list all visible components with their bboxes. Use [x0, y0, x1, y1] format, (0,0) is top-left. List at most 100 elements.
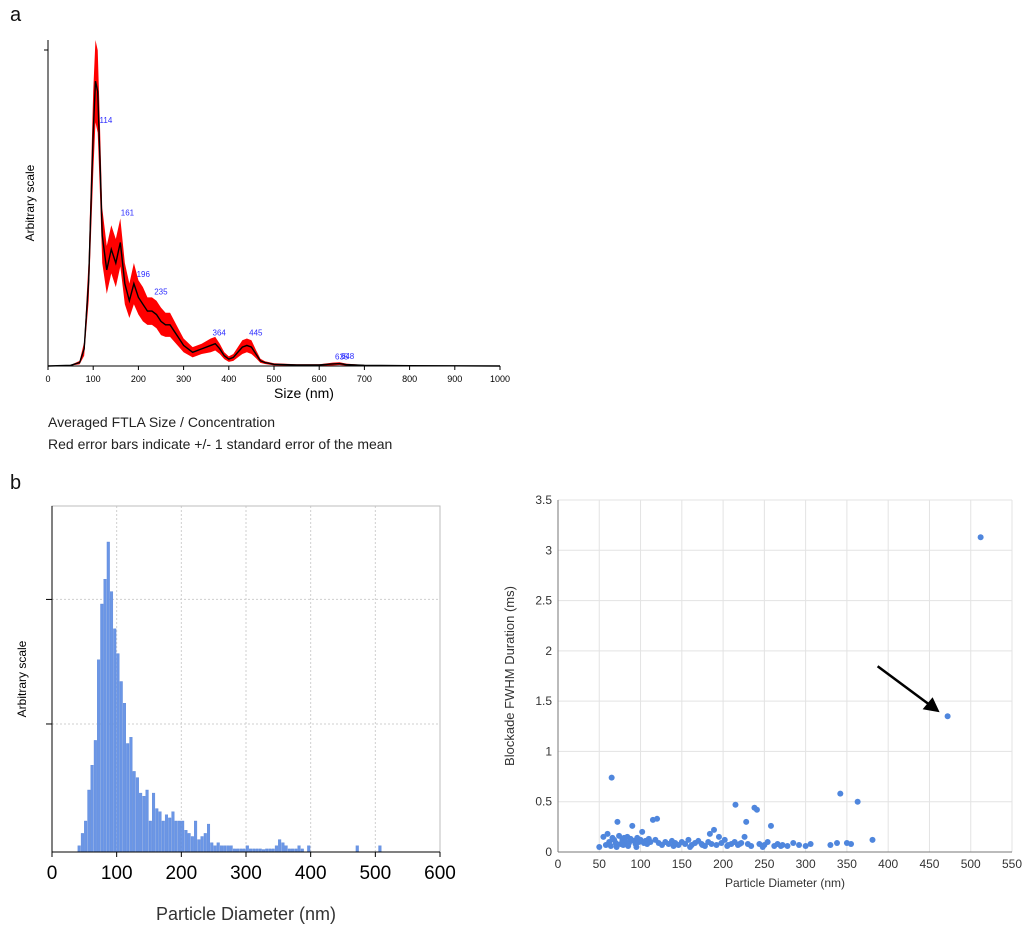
peak-label: 235: [154, 287, 168, 296]
x-tick-label: 600: [424, 863, 456, 884]
scatter-point: [629, 822, 636, 829]
y-axis-label: Arbitrary scale: [15, 640, 29, 717]
scatter-point: [784, 842, 791, 849]
scatter-point: [869, 836, 876, 843]
x-tick-label: 100: [631, 857, 651, 871]
scatter-point: [633, 843, 640, 850]
particle-diameter-histogram-chart: 0 100 200 300 400 500 600 Particle Diameter (nm…: [15, 505, 456, 924]
histogram-bar: [155, 808, 159, 853]
peak-label: 445: [249, 329, 263, 338]
histogram-bar: [168, 817, 172, 853]
x-tick-label: 50: [593, 857, 607, 871]
histogram-bar: [219, 845, 223, 853]
histogram-bar: [278, 839, 282, 853]
peak-label: 364: [213, 329, 227, 338]
x-tick-label: 600: [312, 374, 327, 384]
histogram-bar: [145, 789, 149, 853]
histogram-bar: [206, 823, 211, 853]
histogram-bar: [197, 839, 201, 853]
histogram-bar: [210, 842, 214, 853]
scatter-point: [616, 832, 623, 839]
blockade-duration-scatter-chart: 0 50 100 150 200 250 300 350 400 450 500 550 0 0.5 1 1.…: [502, 493, 1022, 890]
x-tick-label: 0: [47, 863, 58, 884]
scatter-point: [647, 838, 654, 845]
scatter-point: [620, 841, 627, 848]
scatter-point: [736, 840, 743, 847]
scatter-point: [732, 801, 739, 808]
histogram-bar: [132, 771, 136, 853]
scatter-point: [724, 842, 731, 849]
scatter-point: [715, 833, 722, 840]
scatter-point: [602, 841, 609, 848]
x-tick-label: 200: [131, 374, 146, 384]
x-tick-label: 700: [357, 374, 372, 384]
y-tick-label: 2.5: [535, 594, 552, 608]
histogram-bar: [100, 603, 104, 853]
scatter-point: [706, 830, 713, 837]
histogram-bar: [116, 653, 120, 853]
y-tick-label: 1.5: [535, 694, 552, 708]
annotation-arrow-shaft: [876, 665, 937, 711]
x-tick-label: 900: [447, 374, 462, 384]
scatter-point: [614, 818, 621, 825]
x-tick-label: 100: [101, 863, 133, 884]
scatter-point: [607, 842, 614, 849]
y-tick-label: 0.5: [535, 795, 552, 809]
histogram-bar: [229, 845, 233, 853]
scatter-point: [670, 842, 677, 849]
histogram-bar: [87, 789, 91, 853]
scatter-point: [625, 842, 632, 849]
histogram-bar: [181, 820, 185, 853]
scatter-point: [713, 841, 720, 848]
x-tick-label: 500: [359, 863, 391, 884]
histogram-bar: [297, 845, 301, 853]
histogram-bar: [355, 845, 359, 853]
scatter-point: [682, 840, 689, 847]
scatter-point: [827, 841, 834, 848]
histogram-bar: [203, 833, 207, 853]
x-tick-label: 1000: [490, 374, 510, 384]
histogram-bar: [142, 796, 146, 853]
histogram-bar: [213, 845, 217, 853]
histogram-bar: [84, 820, 88, 853]
panel-label-a: a: [10, 4, 22, 26]
histogram-bar: [184, 830, 188, 853]
peak-label: 196: [137, 270, 151, 279]
x-tick-label: 0: [45, 374, 50, 384]
histogram-bar: [113, 628, 117, 853]
histogram-bar: [148, 820, 152, 853]
histogram-bar: [164, 814, 169, 853]
x-axis-label: Particle Diameter (nm): [156, 904, 336, 924]
histogram-bar: [106, 541, 110, 853]
scatter-point: [802, 842, 809, 849]
scatter-point: [741, 833, 748, 840]
x-tick-label: 300: [176, 374, 191, 384]
scatter-point: [764, 838, 771, 845]
x-tick-label: 150: [672, 857, 692, 871]
scatter-point: [708, 840, 715, 847]
x-tick-label: 300: [230, 863, 262, 884]
x-tick-label: 450: [919, 857, 939, 871]
scatter-point: [790, 839, 797, 846]
scatter-point: [977, 534, 984, 541]
histogram-bar: [90, 765, 94, 853]
scatter-point: [604, 830, 611, 837]
histogram-bar: [223, 845, 227, 853]
scatter-point: [777, 842, 784, 849]
histogram-bar: [171, 811, 175, 853]
caption-line-1: Averaged FTLA Size / Concentration: [48, 414, 275, 430]
scatter-point: [685, 836, 692, 843]
scatter-point: [759, 843, 766, 850]
y-tick-label: 3: [545, 543, 552, 557]
x-tick-label: 400: [295, 863, 327, 884]
histogram-bar: [122, 702, 126, 853]
scatter-point: [944, 713, 951, 720]
histogram-bar: [129, 737, 133, 853]
histogram-bar: [119, 681, 123, 853]
scatter-point: [613, 843, 620, 850]
scatter-point: [711, 826, 718, 833]
x-tick-label: 400: [878, 857, 898, 871]
scatter-point: [834, 839, 841, 846]
histogram-bar: [378, 845, 382, 853]
scatter-point: [721, 836, 728, 843]
